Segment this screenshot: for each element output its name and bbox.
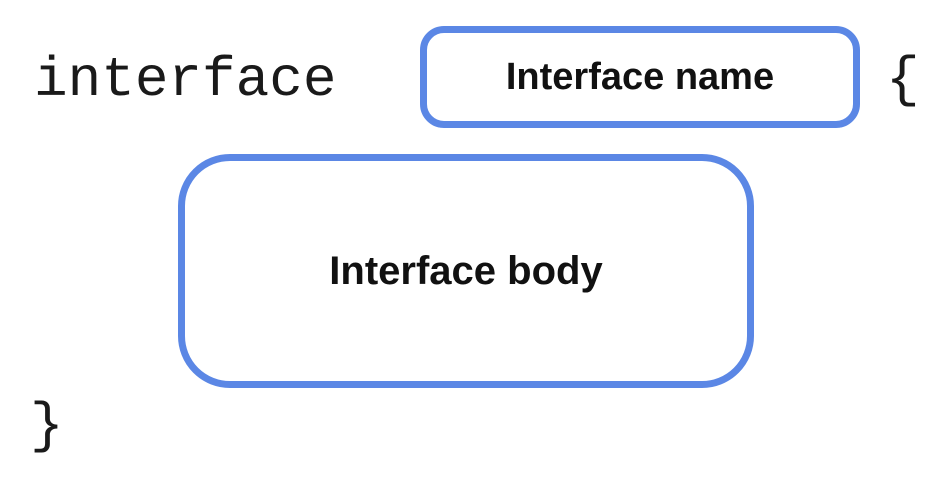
open-brace: { <box>886 48 920 112</box>
interface-keyword: interface <box>34 48 337 112</box>
interface-name-box: Interface name <box>420 26 860 128</box>
close-brace: } <box>30 394 64 458</box>
interface-body-box: Interface body <box>178 154 754 388</box>
interface-body-label: Interface body <box>329 248 603 293</box>
interface-name-label: Interface name <box>505 55 775 98</box>
